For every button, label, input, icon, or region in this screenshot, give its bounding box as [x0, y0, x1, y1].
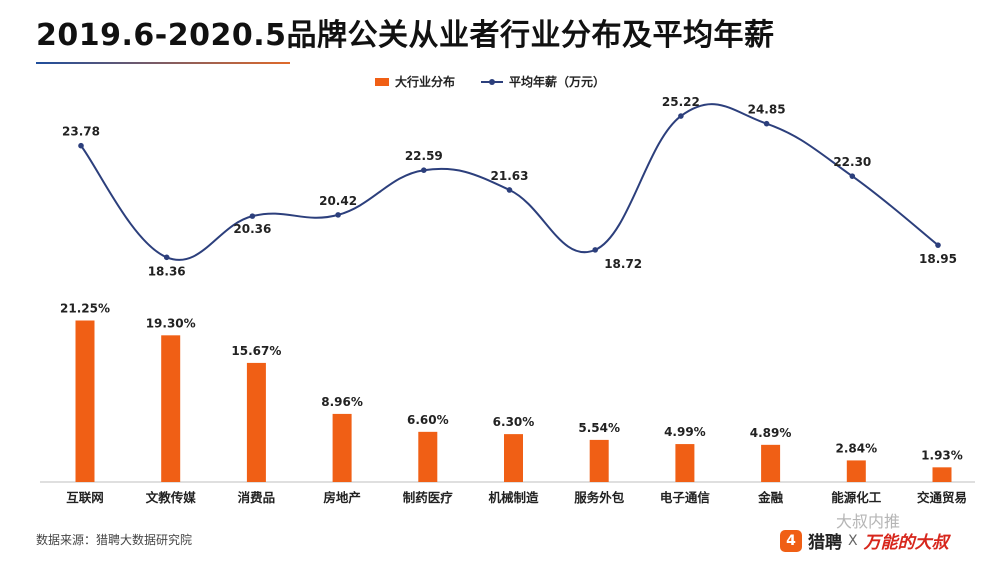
legend-line-swatch	[481, 78, 504, 85]
salary-value-label: 20.42	[319, 194, 357, 208]
brand-separator: X	[848, 532, 858, 549]
bar-5	[504, 434, 523, 482]
x-tick-label: 能源化工	[831, 490, 882, 505]
legend-item-bars: 大行业分布	[375, 73, 455, 90]
legend-bar-swatch	[375, 77, 389, 86]
bar-3	[332, 413, 352, 482]
salary-value-label: 25.22	[662, 95, 700, 109]
salary-point-3	[335, 212, 341, 218]
salary-line	[80, 103, 939, 261]
salary-value-label: 23.78	[62, 125, 100, 139]
bar-value-label: 1.93%	[921, 448, 963, 462]
bar-1	[161, 335, 181, 482]
bar-value-label: 4.99%	[664, 425, 706, 439]
bar-8	[761, 444, 781, 482]
brand-liepin: 猎聘	[808, 533, 842, 553]
chart-legend: 大行业分布 平均年薪（万元）	[375, 73, 605, 90]
bar-value-label: 2.84%	[835, 441, 877, 455]
bar-9	[846, 460, 866, 482]
salary-point-6	[592, 247, 598, 253]
x-tick-label: 交通贸易	[917, 490, 967, 505]
salary-point-5	[506, 187, 513, 193]
bar-value-label: 4.89%	[750, 426, 792, 440]
x-tick-label: 文教传媒	[146, 490, 197, 505]
salary-value-label: 18.72	[604, 257, 642, 271]
salary-value-label: 18.95	[919, 252, 957, 266]
watermark-text: 大叔内推	[836, 512, 901, 531]
salary-point-4	[421, 167, 427, 174]
bar-2	[246, 362, 266, 482]
salary-value-label: 24.85	[748, 103, 786, 117]
salary-point-1	[163, 254, 170, 261]
x-tick-label: 电子通信	[660, 490, 711, 505]
bar-7	[675, 444, 695, 482]
x-tick-label: 房地产	[323, 490, 361, 505]
bar-value-label: 6.30%	[493, 415, 535, 429]
bar-6	[589, 439, 609, 482]
salary-value-label: 22.59	[405, 149, 443, 163]
x-tick-label: 消费品	[238, 490, 276, 505]
bar-10	[932, 467, 952, 482]
bar-value-label: 5.54%	[578, 421, 620, 435]
chart-title: 2019.6-2020.5品牌公关从业者行业分布及平均年薪	[36, 18, 775, 53]
liepin-logo-icon: 4	[780, 529, 802, 552]
legend-item-line: 平均年薪（万元）	[481, 73, 605, 90]
brand-partner: 万能的大叔	[863, 533, 949, 553]
legend-bar-label: 大行业分布	[395, 75, 456, 89]
salary-point-8	[763, 120, 770, 127]
salary-point-10	[935, 242, 941, 248]
bar-value-label: 6.60%	[407, 413, 449, 427]
salary-value-label: 20.36	[233, 222, 271, 236]
x-tick-label: 机械制造	[488, 490, 539, 505]
title-underline	[36, 62, 290, 64]
brand-footer: 4 猎聘 X 万能的大叔	[780, 528, 949, 553]
data-source-note: 数据来源：猎聘大数据研究院	[36, 533, 193, 547]
bar-4	[418, 431, 438, 482]
bar-value-label: 15.67%	[231, 344, 281, 358]
salary-point-9	[849, 173, 856, 179]
x-tick-label: 服务外包	[574, 490, 625, 505]
x-tick-label: 互联网	[66, 490, 104, 505]
legend-line-label: 平均年薪（万元）	[509, 75, 606, 89]
bar-0	[75, 320, 95, 482]
bar-value-label: 21.25%	[60, 302, 110, 316]
salary-point-0	[78, 142, 84, 149]
x-tick-label: 制药医疗	[403, 490, 454, 505]
salary-point-2	[249, 213, 256, 219]
bar-value-label: 8.96%	[321, 395, 363, 409]
salary-value-label: 18.36	[148, 264, 186, 278]
x-tick-label: 金融	[757, 490, 784, 505]
salary-value-label: 22.30	[833, 155, 871, 169]
salary-point-7	[678, 113, 684, 119]
salary-value-label: 21.63	[491, 169, 529, 183]
bar-value-label: 19.30%	[146, 316, 196, 330]
